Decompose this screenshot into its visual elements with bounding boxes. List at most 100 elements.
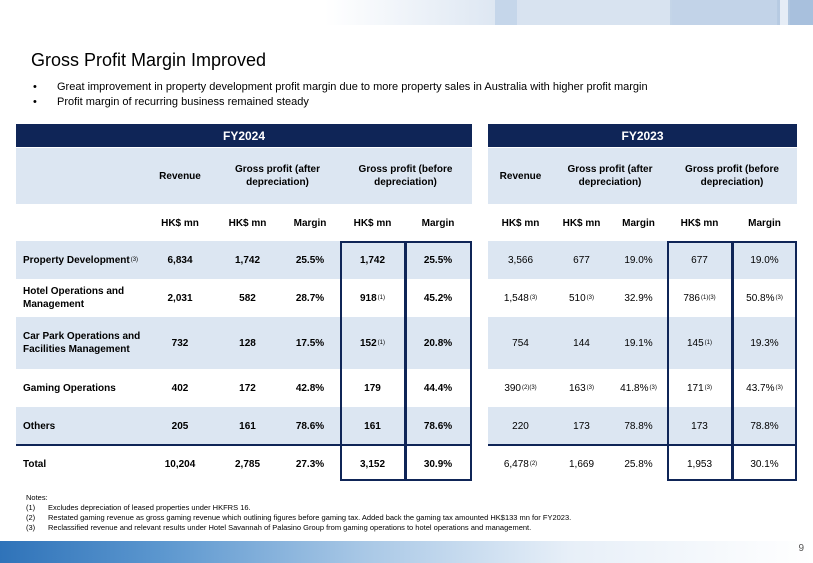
fy2023-value: 677 [573, 254, 590, 266]
top-banner [0, 0, 813, 25]
bullet-list: • Great improvement in property developme… [33, 80, 648, 110]
fy2024-value: 45.2% [423, 292, 453, 304]
fy2024-value: 172 [239, 382, 256, 394]
fy2024-value: 152 (1) [359, 337, 386, 349]
col-header-revenue: Revenue [159, 170, 201, 182]
col-header-gp-before: Gross profit (before depreciation) [358, 164, 453, 188]
fy2024-value: 44.4% [423, 382, 453, 394]
fy2023-value: 754 [512, 337, 529, 349]
unit-header: HK$ mn [501, 217, 540, 229]
fy2023-value: 1,669 [568, 458, 595, 470]
row-label: Total [23, 458, 47, 470]
fy2024-value: 28.7% [295, 292, 325, 304]
col-header-gp-before: Gross profit (before depreciation) [685, 164, 779, 188]
row-band [16, 317, 472, 369]
row-label: Car Park Operations and Facilities Manag… [23, 331, 141, 355]
highlight-box [340, 241, 406, 481]
row-band [488, 407, 797, 445]
unit-header: HK$ mn [680, 217, 719, 229]
fy2023-value: 25.8% [624, 458, 653, 470]
unit-header: Margin [293, 217, 327, 229]
notes-heading: Notes: [26, 493, 48, 502]
fy2024-value: 25.5% [423, 254, 453, 266]
row-band [16, 407, 472, 445]
fy2024-value: 78.6% [295, 420, 325, 432]
highlight-box [732, 241, 797, 481]
row-band [488, 241, 797, 279]
fy2023-value: 786 (1)(3) [683, 292, 716, 304]
fy2023-value: 173 [573, 420, 590, 432]
unit-header: HK$ mn [161, 217, 199, 229]
fy2023-value: 78.8% [750, 420, 779, 432]
fy2023-value: 173 [691, 420, 708, 432]
row-label: Gaming Operations [23, 382, 116, 394]
fy2023-value: 6,478 (2) [503, 458, 538, 470]
fy2023-value: 390 (2)(3) [504, 382, 537, 394]
fy2023-value: 171 (3) [686, 382, 713, 394]
fy2023-value: 1,953 [686, 458, 713, 470]
fy2023-value: 78.8% [624, 420, 653, 432]
bullet-item: • Great improvement in property developme… [33, 81, 648, 93]
fy2024-value: 2,785 [234, 458, 261, 470]
fy2024-value: 179 [364, 382, 381, 394]
header-band-fy2024 [16, 148, 472, 204]
fy2023-header: FY2023 [488, 124, 797, 147]
fy2023-value: 144 [573, 337, 590, 349]
fy2024-value: 128 [239, 337, 256, 349]
fy2023-value: 19.3% [750, 337, 779, 349]
col-header-gp-after: Gross profit (after depreciation) [567, 164, 653, 188]
unit-header: Margin [421, 217, 455, 229]
fy2023-value: 19.1% [624, 337, 653, 349]
row-label: Hotel Operations and Management [23, 286, 125, 310]
fy2024-value: 17.5% [295, 337, 325, 349]
fy2023-value: 32.9% [624, 292, 653, 304]
fy2024-value: 78.6% [423, 420, 453, 432]
total-rule [16, 444, 472, 446]
fy2024-value: 732 [171, 337, 189, 349]
highlight-box [405, 241, 472, 481]
fy2024-value: 3,152 [359, 458, 386, 470]
fy2023-value: 163 (3) [568, 382, 595, 394]
fy2024-value: 205 [171, 420, 189, 432]
total-rule [488, 444, 797, 446]
fy2023-value: 145 (1) [686, 337, 713, 349]
fy2024-value: 42.8% [295, 382, 325, 394]
unit-header: Margin [622, 217, 655, 229]
row-band [16, 241, 472, 279]
unit-header: HK$ mn [353, 217, 392, 229]
fy2024-value: 161 [239, 420, 256, 432]
fy2023-value: 3,566 [507, 254, 534, 266]
fy2024-value: 161 [364, 420, 381, 432]
fy2024-value: 918 (1) [359, 292, 386, 304]
row-band [488, 317, 797, 369]
fy2024-value: 10,204 [164, 458, 196, 470]
fy2024-value: 1,742 [359, 254, 386, 266]
fy2024-value: 27.3% [295, 458, 325, 470]
page-title: Gross Profit Margin Improved [31, 50, 267, 70]
bullet-item: • Profit margin of recurring business rem… [33, 96, 309, 108]
bottom-banner [0, 541, 813, 563]
note-item: (1) Excludes depreciation of leased prope… [26, 503, 251, 512]
fy2024-header: FY2024 [16, 124, 472, 147]
fy2024-value: 25.5% [295, 254, 325, 266]
note-item: (3) Reclassified revenue and relevant res… [26, 523, 532, 532]
fy2023-value: 41.8% (3) [620, 382, 657, 394]
fy2024-value: 6,834 [167, 254, 193, 266]
fy2023-value: 220 [512, 420, 529, 432]
col-header-gp-after: Gross profit (after depreciation) [234, 164, 320, 188]
fy2023-value: 19.0% [624, 254, 653, 266]
highlight-box [667, 241, 733, 481]
notes: Notes: (1) Excludes depreciation of lease… [26, 493, 571, 533]
fy2024-value: 402 [171, 382, 189, 394]
unit-header: HK$ mn [228, 217, 267, 229]
page-number: 9 [798, 543, 804, 554]
fy2024-value: 2,031 [167, 292, 193, 304]
unit-header: HK$ mn [562, 217, 601, 229]
fy2024-value: 1,742 [234, 254, 261, 266]
row-label: Property Development (3) [23, 254, 139, 266]
note-item: (2) Restated gaming revenue as gross gami… [26, 513, 572, 522]
row-label: Others [23, 420, 56, 432]
header-band-fy2023 [488, 148, 797, 204]
unit-header: Margin [748, 217, 781, 229]
